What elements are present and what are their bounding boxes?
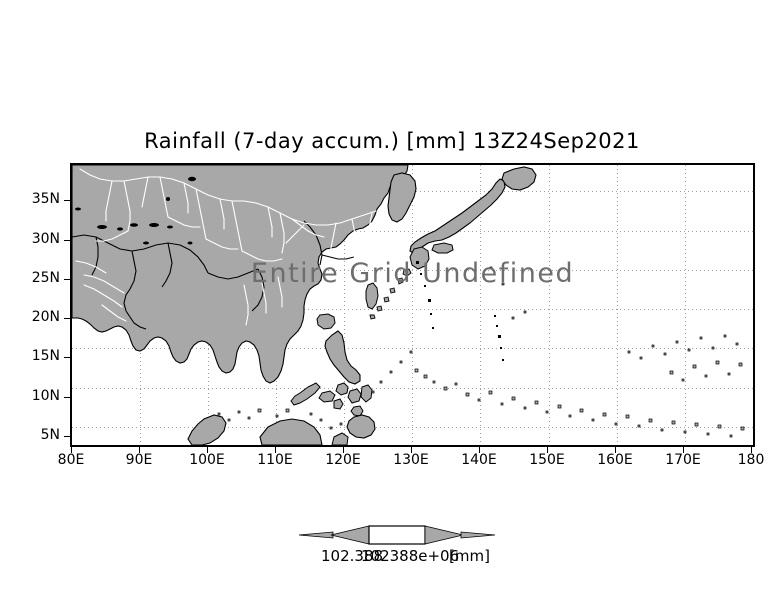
ytick-25n [64, 279, 70, 280]
land-taiwan [365, 282, 379, 310]
coastline-layer [72, 165, 745, 445]
xtick-150e [547, 447, 548, 453]
xlabel-110e: 110E [257, 452, 293, 468]
land-philippines-visayas [318, 382, 373, 417]
land-korea [387, 172, 417, 223]
border-lines [72, 220, 355, 330]
ytick-35n [64, 200, 70, 201]
colorbar-low-label: 102.388 [321, 547, 384, 565]
xlabel-120e: 120E [325, 452, 361, 468]
land-philippines-palawan [290, 382, 321, 406]
colorbar-right-triangle [424, 525, 464, 545]
land-hainan [316, 313, 336, 330]
river-layer [75, 168, 377, 326]
colorbar-unit-label: [mm] [449, 547, 490, 565]
ylabel-5n: 5N [40, 427, 60, 443]
map-plot-area[interactable]: Entire Grid Undefined [70, 163, 755, 447]
land-asia-mainland [72, 165, 409, 384]
ylabel-20n: 20N [31, 309, 60, 325]
inland-lakes [75, 176, 196, 245]
pacific-islands [217, 266, 745, 438]
colorbar-high-label: 102388e+06 [361, 547, 460, 565]
colorbar-center-box [368, 525, 426, 545]
xtick-90e [139, 447, 140, 453]
land-japan-shikoku [431, 242, 454, 254]
ytick-10n [64, 397, 70, 398]
ylabel-30n: 30N [31, 231, 60, 247]
ytick-5n [64, 436, 70, 437]
ytick-15n [64, 357, 70, 358]
land-japan-kyushu [409, 246, 430, 270]
xlabel-80e: 80E [57, 452, 85, 468]
page-title: Rainfall (7-day accum.) [mm] 13Z24Sep202… [144, 129, 640, 153]
colorbar-graphic [298, 525, 496, 545]
xtick-120e [343, 447, 344, 453]
xtick-160e [615, 447, 616, 453]
land-borneo [259, 418, 323, 445]
land-philippines-mindanao [346, 414, 376, 439]
xlabel-100e: 100E [189, 452, 225, 468]
izu-bonin-islands [416, 261, 434, 329]
xlabel-150e: 150E [529, 452, 565, 468]
xlabel-130e: 130E [393, 452, 429, 468]
land-japan-hokkaido [501, 166, 537, 191]
ylabel-10n: 10N [31, 388, 60, 404]
colorbar-labels: 102.388 102388e+06 [mm] [297, 547, 497, 567]
xlabel-140e: 140E [461, 452, 497, 468]
xtick-170e [683, 447, 684, 453]
ylabel-15n: 15N [31, 348, 60, 364]
xlabel-160e: 160E [597, 452, 633, 468]
xtick-100e [207, 447, 208, 453]
colorbar-left-sliver [298, 531, 334, 539]
map-inner: Entire Grid Undefined [72, 165, 753, 445]
ytick-20n [64, 318, 70, 319]
xtick-180 [751, 447, 752, 453]
land-philippines-luzon [324, 330, 361, 385]
ytick-30n [64, 240, 70, 241]
colorbar-right-sliver [460, 531, 496, 539]
xlabel-170e: 170E [665, 452, 701, 468]
xtick-130e [411, 447, 412, 453]
xlabel-180: 180 [737, 452, 765, 468]
land-sumatra-malay [187, 414, 227, 445]
land-sulawesi [331, 432, 349, 445]
mariana-islands [494, 315, 504, 361]
land-ryukyu-islands [369, 268, 412, 320]
xtick-110e [275, 447, 276, 453]
xlabel-90e: 90E [125, 452, 153, 468]
colorbar[interactable] [297, 521, 497, 549]
xtick-140e [479, 447, 480, 453]
ylabel-25n: 25N [31, 270, 60, 286]
land-japan-honshu [409, 178, 506, 254]
colorbar-left-triangle [330, 525, 370, 545]
xtick-80e [71, 447, 72, 453]
ylabel-35n: 35N [31, 191, 60, 207]
